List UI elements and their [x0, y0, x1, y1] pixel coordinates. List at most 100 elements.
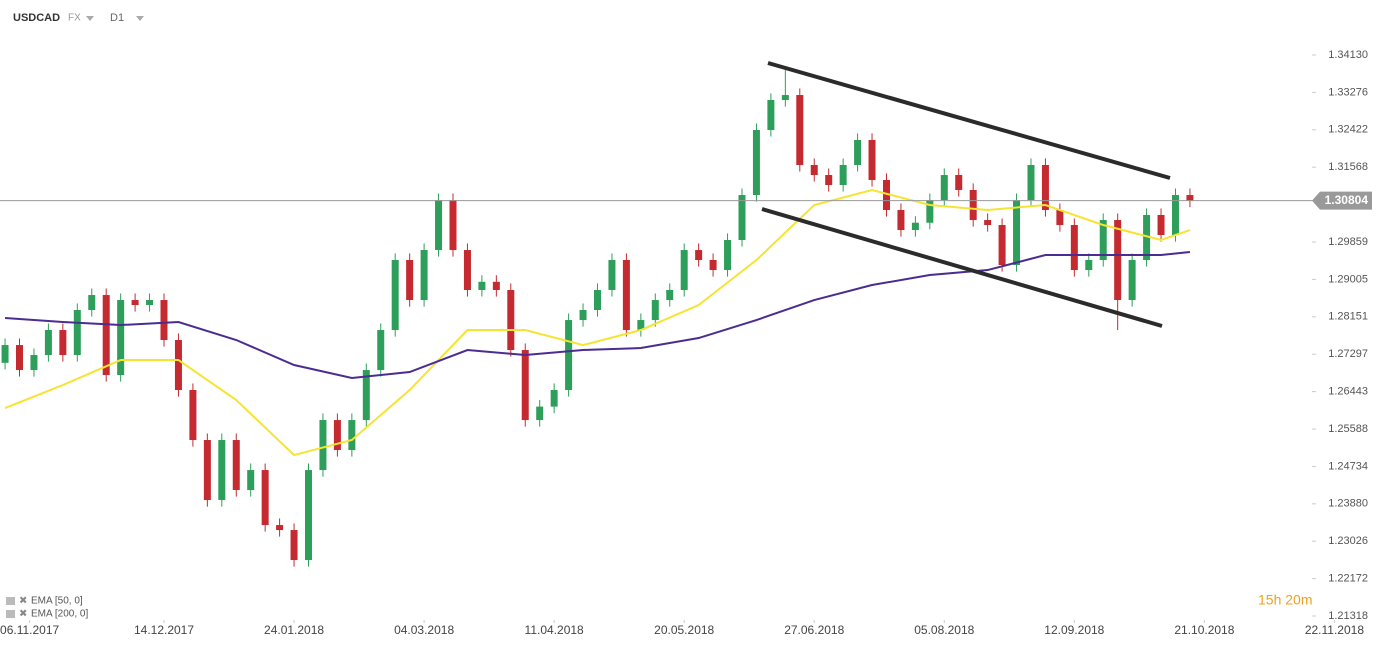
candle-body — [781, 95, 789, 101]
y-tick-label: 1.29005 — [1328, 273, 1368, 285]
y-tick-label: 1.22172 — [1328, 573, 1368, 585]
candle-body — [261, 470, 269, 526]
candle-body — [1, 345, 9, 363]
candle-body — [1041, 164, 1049, 211]
trendline[interactable] — [767, 61, 1171, 180]
trendline[interactable] — [761, 207, 1163, 328]
candle-body — [362, 370, 370, 421]
candle-body — [969, 189, 977, 221]
candle-body — [117, 300, 125, 376]
candle-body — [622, 260, 630, 331]
candle-body — [709, 260, 717, 271]
candle-body — [1143, 214, 1151, 261]
candle-body — [897, 210, 905, 231]
candle-body — [810, 164, 818, 176]
candle-body — [724, 240, 732, 271]
candle-body — [463, 250, 471, 291]
candle-body — [1027, 164, 1035, 201]
legend-icon — [6, 597, 15, 605]
candle-body — [1128, 260, 1136, 301]
candle-body — [391, 260, 399, 331]
candle-body — [305, 470, 313, 561]
candle-body — [767, 100, 775, 131]
candle-body — [1070, 225, 1078, 271]
candle-body — [608, 260, 616, 291]
candle-body — [30, 355, 38, 371]
candle-body — [536, 406, 544, 421]
candle-body — [955, 175, 963, 190]
legend-close: ✖ — [19, 609, 27, 620]
x-tick-label: 24.01.2018 — [264, 623, 324, 637]
candle-body — [825, 175, 833, 186]
x-tick-label: 12.09.2018 — [1044, 623, 1104, 637]
candle-body — [1157, 214, 1165, 236]
y-tick-label: 1.23880 — [1328, 498, 1368, 510]
market[interactable]: FX — [68, 13, 81, 24]
y-tick-label: 1.24734 — [1328, 460, 1368, 472]
candle-body — [637, 320, 645, 331]
candle-body — [550, 390, 558, 407]
x-tick-label: 05.08.2018 — [914, 623, 974, 637]
candle-body — [1013, 200, 1021, 266]
x-tick-label: 27.06.2018 — [784, 623, 844, 637]
candle-body — [88, 295, 96, 311]
candle-body — [1056, 210, 1064, 226]
candle-body — [146, 300, 154, 306]
candle-body — [406, 260, 414, 301]
candle-body — [333, 420, 341, 451]
candle-body — [998, 225, 1006, 266]
current-price-tag — [1312, 191, 1372, 210]
candle-body — [882, 180, 890, 211]
y-tick-label: 1.23026 — [1328, 535, 1368, 547]
legend-entry: EMA [50, 0] — [31, 596, 83, 607]
candle-body — [1171, 195, 1179, 236]
candle-body — [1099, 220, 1107, 261]
symbol[interactable]: USDCAD — [13, 12, 60, 24]
candle-body — [449, 200, 457, 251]
candle-body — [593, 290, 601, 311]
x-tick-label: 06.11.2017 — [0, 623, 59, 637]
candle-body — [868, 139, 876, 181]
y-tick-label: 1.34130 — [1328, 49, 1368, 61]
candle-body — [348, 420, 356, 451]
candle-body — [189, 390, 197, 441]
candle-body — [1085, 260, 1093, 271]
candle-body — [565, 320, 573, 391]
candle-body — [102, 295, 110, 376]
candle-body — [680, 250, 688, 291]
candle-body — [203, 440, 211, 501]
ema-line — [4, 188, 1191, 457]
candle-body — [984, 220, 992, 226]
countdown: 15h 20m — [1258, 592, 1312, 608]
candle-body — [218, 440, 226, 501]
candle-body — [174, 340, 182, 391]
y-tick-label: 1.26443 — [1328, 385, 1368, 397]
candle-body — [1114, 220, 1122, 301]
legend-entry: EMA [200, 0] — [31, 609, 88, 620]
timeframe[interactable]: D1 — [110, 12, 124, 24]
candle-body — [478, 281, 486, 291]
legend-icon — [6, 610, 15, 618]
candle-body — [131, 300, 139, 306]
candle-body — [695, 250, 703, 261]
candle-body — [666, 290, 674, 301]
x-tick-label: 14.12.2017 — [134, 623, 194, 637]
candle-body — [232, 440, 240, 491]
y-tick-label: 1.21318 — [1328, 610, 1368, 622]
candle-body — [160, 300, 168, 341]
plot: 1.34130 1.33276 1.32422 1.31568 1.29859 1.290… — [0, 49, 1372, 637]
candle-body — [247, 470, 255, 491]
candle-body — [319, 420, 327, 471]
dropdown-arrow[interactable] — [86, 16, 94, 21]
y-tick-label: 1.27297 — [1328, 348, 1368, 360]
candle-body — [752, 130, 760, 196]
x-tick-label: 20.05.2018 — [654, 623, 714, 637]
candle-body — [290, 530, 298, 561]
y-tick-label: 1.28151 — [1328, 311, 1368, 323]
y-tick-label: 1.29859 — [1328, 236, 1368, 248]
dropdown-arrow[interactable] — [136, 16, 144, 21]
legend-close: ✖ — [19, 596, 27, 607]
candle-body — [926, 200, 934, 223]
x-tick-label: 22.11.2018 — [1305, 623, 1364, 637]
